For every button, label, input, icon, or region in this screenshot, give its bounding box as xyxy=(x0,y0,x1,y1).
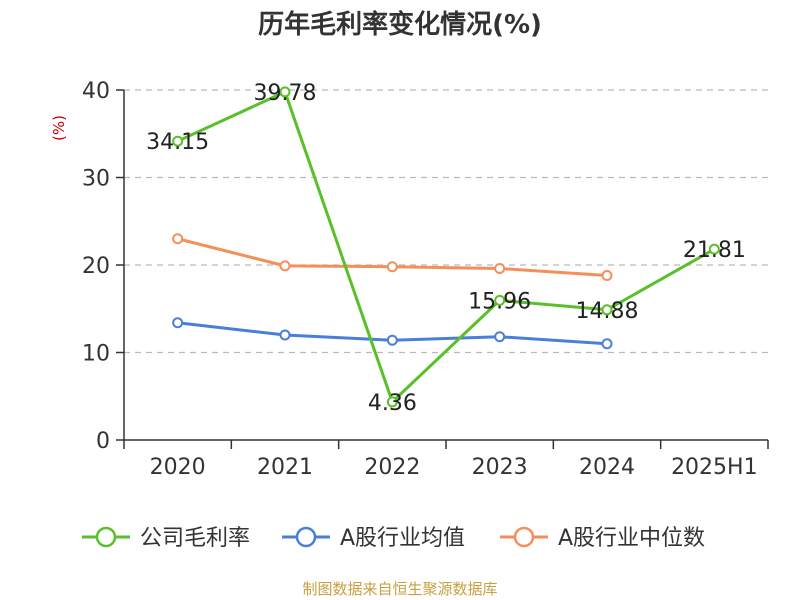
series-2-point-2024[interactable] xyxy=(601,270,613,281)
legend-item-2[interactable]: A股行业中位数 xyxy=(500,526,705,551)
legend[interactable]: 公司毛利率 A股行业均值 A股行业中位数 xyxy=(82,526,705,551)
legend-label-1: A股行业均值 xyxy=(340,526,465,551)
data-labels: 34.15 39.78 4.36 15.96 14.88 21.81 xyxy=(146,81,746,416)
series-2-point-2022[interactable] xyxy=(386,261,398,273)
data-label-2025H1: 21.81 xyxy=(683,238,746,263)
series-1-point-2023[interactable] xyxy=(494,331,506,343)
axes: 0 10 20 30 40 2020 2021 2022 2023 2024 2025H1 xyxy=(82,79,769,480)
legend-item-1[interactable]: A股行业均值 xyxy=(282,526,465,551)
series-1-point-2020[interactable] xyxy=(172,317,184,329)
x-tick-label-2022: 2022 xyxy=(364,455,420,480)
legend-item-0[interactable]: 公司毛利率 xyxy=(82,526,250,551)
chart-title: 历年毛利率变化情况(%) xyxy=(258,9,542,40)
x-tick-label-2025H1: 2025H1 xyxy=(671,455,758,480)
legend-swatch-marker-1 xyxy=(295,526,317,548)
series-2-point-2023[interactable] xyxy=(494,263,506,274)
y-tick-label-10: 10 xyxy=(82,342,110,367)
series-0-point-2021[interactable] xyxy=(279,86,291,98)
data-label-2022: 4.36 xyxy=(368,391,417,416)
data-label-2020: 34.15 xyxy=(146,130,209,155)
series-0-point-2023[interactable] xyxy=(494,294,506,306)
y-tick-label-40: 40 xyxy=(82,79,110,104)
series-0-point-2020[interactable] xyxy=(172,135,184,147)
series-1-point-2024[interactable] xyxy=(601,338,613,350)
series-2-point-2021[interactable] xyxy=(279,260,291,272)
x-tick-label-2021: 2021 xyxy=(257,455,313,480)
grid-lines xyxy=(124,89,768,354)
series-2-point-2020[interactable] xyxy=(172,233,184,245)
x-tick-label-2020: 2020 xyxy=(150,455,206,480)
data-label-2024: 14.88 xyxy=(576,299,639,324)
source-note: 制图数据来自恒生聚源数据库 xyxy=(302,580,497,598)
x-tick-label-2023: 2023 xyxy=(472,455,528,480)
x-tick-label-2024: 2024 xyxy=(579,455,635,480)
y-tick-label-0: 0 xyxy=(96,429,110,454)
legend-swatch-marker-0 xyxy=(95,526,117,548)
legend-swatch-marker-2 xyxy=(513,526,535,548)
series-0-point-2025H1[interactable] xyxy=(708,243,720,255)
series-1-point-2022[interactable] xyxy=(386,334,398,346)
y-tick-label-20: 20 xyxy=(82,254,110,279)
y-axis-unit: (%) xyxy=(50,115,68,141)
series-0-point-2024[interactable] xyxy=(601,304,613,316)
data-label-2021: 39.78 xyxy=(254,81,317,106)
legend-label-0: 公司毛利率 xyxy=(140,526,250,551)
series-layer xyxy=(172,86,720,408)
series-0-point-2022[interactable] xyxy=(386,396,398,408)
legend-label-2: A股行业中位数 xyxy=(558,526,705,551)
series-line-0 xyxy=(177,90,716,404)
series-1-point-2021[interactable] xyxy=(279,329,291,341)
y-tick-label-30: 30 xyxy=(82,167,110,192)
data-label-2023: 15.96 xyxy=(468,289,531,314)
